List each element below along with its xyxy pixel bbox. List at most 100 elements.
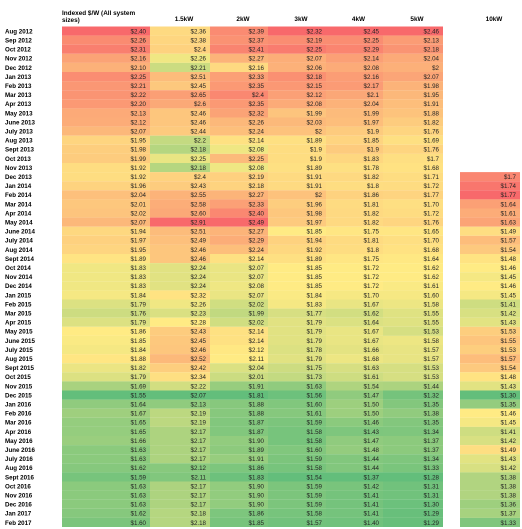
cell-value: $2.13 [191,402,207,409]
heatmap-cell [383,199,443,209]
heatmap-cell [268,490,326,500]
cell-value: $2.26 [191,301,207,308]
cell-value: $1.63 [131,447,147,454]
heatmap-cell [210,308,268,318]
cell-value: $1.9 [367,147,380,154]
heatmap-cell [268,508,326,518]
cell-value: $2.32 [191,292,207,299]
cell-value: $1.99 [249,311,265,318]
cell-value: $1.88 [131,356,147,363]
heatmap-cell [62,172,150,182]
cell-value: $1.63 [131,456,147,463]
row-label: Feb 2015 [5,301,32,308]
heatmap-cell [150,445,210,455]
cell-value: $2 [315,129,322,136]
cell-value: $1.82 [131,365,147,372]
heatmap-cell [210,208,268,218]
cell-value: $2.43 [191,329,207,336]
row-label: Apr 2015 [5,320,32,327]
heatmap-cell [210,35,268,45]
cell-value: $1.44 [364,465,380,472]
heatmap-cell [326,454,383,464]
cell-value: $1.79 [131,320,147,327]
heatmap-cell [268,317,326,327]
heatmap-cell [268,426,326,436]
cell-value: $1.54 [364,383,380,390]
cell-value: $2.19 [191,411,207,418]
cell-value: $1.7 [427,156,440,163]
heatmap-cell [62,53,150,63]
row-label: July 2013 [5,129,33,136]
cell-value: $2.32 [307,28,323,35]
heatmap-cell [268,244,326,254]
heatmap-cell [326,190,383,200]
heatmap-cell [460,226,520,236]
heatmap-cell [326,226,383,236]
heatmap-cell [150,163,210,173]
cell-value: $1.85 [131,338,147,345]
heatmap-cell [268,62,326,72]
cell-value: $1.37 [364,474,380,481]
cell-value: $2.4 [252,92,265,99]
heatmap-cell [150,326,210,336]
heatmap-cell [210,472,268,482]
heatmap-cell [383,399,443,409]
heatmap-cell [460,317,520,327]
cell-value: $1.96 [131,183,147,190]
heatmap-cell [268,35,326,45]
cell-value: $1.86 [249,511,265,518]
heatmap-cell [268,290,326,300]
cell-value: $1.79 [307,329,323,336]
heatmap-cell [150,354,210,364]
heatmap-cell [383,326,443,336]
heatmap-cell [460,272,520,282]
heatmap-cell [210,408,268,418]
cell-value: $2.28 [191,320,207,327]
cell-value: $1.88 [249,402,265,409]
cell-value: $1.92 [131,165,147,172]
heatmap-cell [150,263,210,273]
cell-value: $1.90 [249,483,265,490]
cell-value: $1.63 [131,483,147,490]
cell-value: $1.81 [364,238,380,245]
heatmap-cell [460,108,520,118]
heatmap-cell [210,290,268,300]
row-label: Dec 2015 [5,392,32,399]
cell-value: $1.81 [364,201,380,208]
cell-value: $2.17 [191,483,207,490]
heatmap-cell [62,308,150,318]
heatmap-cell [460,53,520,63]
heatmap-cell [326,308,383,318]
cell-value: $1.98 [131,147,147,154]
cell-value: $2.49 [191,238,207,245]
cell-value: $1.83 [249,474,265,481]
cell-value: $1.59 [307,420,323,427]
row-label: Oct 2012 [5,47,31,54]
cell-value: $1.72 [424,210,440,217]
heatmap-cell [383,172,443,182]
heatmap-cell [268,117,326,127]
cell-value: $1.99 [131,156,147,163]
cell-value: $2.25 [307,47,323,54]
heatmap-cell [268,345,326,355]
heatmap-cell [268,463,326,473]
row-label: July 2014 [5,238,33,245]
cell-value: $1.53 [501,347,517,354]
heatmap-cell [62,181,150,191]
heatmap-cell [62,317,150,327]
cell-value: $2.32 [249,110,265,117]
cell-value: $1.41 [364,502,380,509]
heatmap-cell [268,272,326,282]
cell-value: $1.78 [307,347,323,354]
cell-value: $2.19 [191,420,207,427]
cell-value: $1.72 [364,283,380,290]
row-label: Feb 2017 [5,520,32,527]
heatmap-cell [210,281,268,291]
heatmap-cell [460,463,520,473]
heatmap-cell [268,517,326,527]
cell-value: $1.98 [424,83,440,90]
heatmap-cell [383,335,443,345]
cell-value: $2.43 [191,183,207,190]
cell-value: $1.46 [501,283,517,290]
heatmap-cell [268,445,326,455]
